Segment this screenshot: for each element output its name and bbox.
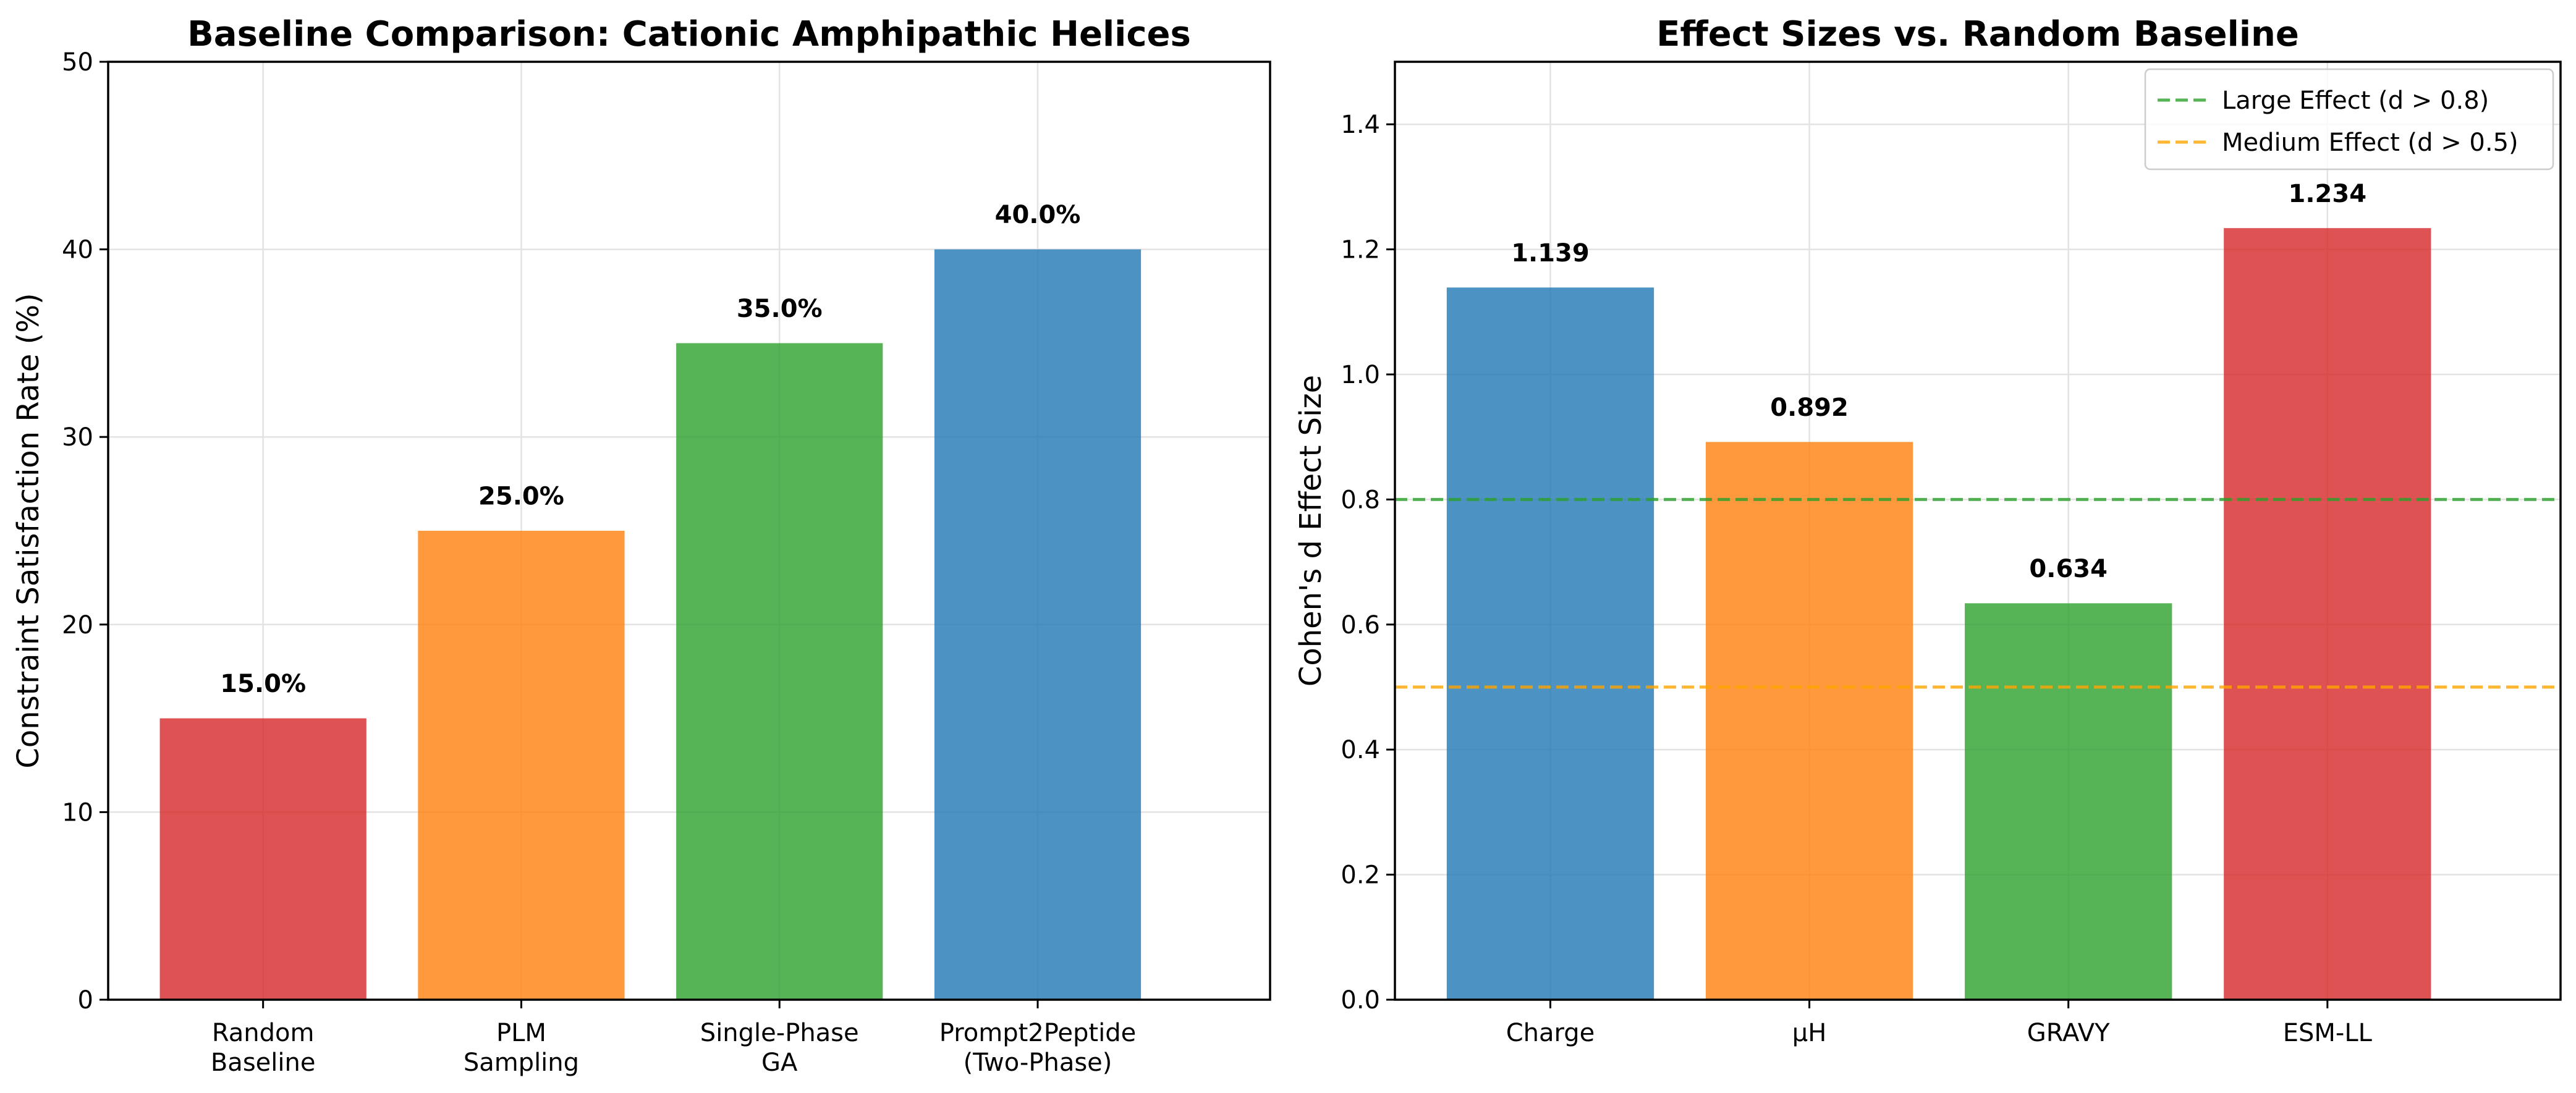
y-axis-label: Constraint Satisfaction Rate (%) (11, 293, 46, 768)
y-tick-label: 20 (62, 611, 93, 639)
x-tick-label: Prompt2Peptide (939, 1019, 1136, 1047)
chart-title: Effect Sizes vs. Random Baseline (1656, 14, 2299, 54)
bar-3 (676, 343, 883, 1000)
legend-box (2144, 68, 2554, 171)
y-tick-label: 1.4 (1341, 111, 1380, 139)
data-label: 25.0% (478, 483, 564, 511)
data-label: 15.0% (220, 670, 306, 698)
legend-entry: Large Effect (d > 0.8) (2222, 87, 2489, 115)
x-tick-label: PLM (496, 1019, 546, 1047)
axes-frame (107, 61, 1271, 1001)
bar-1 (159, 718, 366, 1000)
legend: Large Effect (d > 0.8) Medium Effect (d >… (2144, 68, 2554, 171)
x-tick-label: GRAVY (2027, 1019, 2110, 1047)
bar-4 (934, 249, 1142, 1000)
data-label: 0.892 (1770, 394, 1849, 422)
axes-frame (1394, 61, 2562, 1001)
bar-1 (1446, 287, 1654, 1000)
x-tick-label: Charge (1506, 1019, 1595, 1047)
x-tick-label: (Two-Phase) (964, 1049, 1112, 1077)
y-tick-label: 40 (62, 236, 93, 264)
chart-panel-1: 15.0%25.0%35.0%40.0%01020304050RandomBas… (11, 14, 1271, 1077)
y-tick-label: 1.0 (1341, 361, 1380, 389)
x-tick-label: Sampling (464, 1049, 579, 1077)
y-axis-label: Cohen's d Effect Size (1294, 375, 1328, 686)
bar-2 (1705, 442, 1913, 1000)
data-label: 0.634 (2029, 555, 2108, 583)
y-tick-label: 0.0 (1341, 986, 1380, 1015)
y-tick-label: 1.2 (1341, 236, 1380, 264)
y-tick-label: 10 (62, 798, 93, 827)
chart-panel-2: 1.139 0.892 0.634 1.234 0.0 0.2 0.4 0.6 0.8 1.0 1.… (1294, 14, 2562, 1047)
chart-title: Baseline Comparison: Cationic Amphipathi… (187, 14, 1191, 54)
y-tick-label: 0.2 (1341, 861, 1380, 890)
data-label: 40.0% (995, 201, 1081, 229)
y-tick-label: 0 (78, 986, 93, 1015)
y-tick-label: 0.4 (1341, 736, 1380, 764)
bar-4 (2224, 228, 2431, 1000)
x-tick-label: Random (212, 1019, 315, 1047)
data-label: 1.234 (2289, 180, 2367, 208)
y-tick-label: 0.6 (1341, 611, 1380, 639)
bar-2 (418, 531, 625, 1000)
x-tick-label: GA (761, 1049, 798, 1077)
y-tick-label: 30 (62, 423, 93, 452)
y-tick-label: 0.8 (1341, 486, 1380, 514)
data-label: 35.0% (737, 295, 823, 323)
legend-entry: Medium Effect (d > 0.5) (2222, 129, 2519, 157)
y-tick-label: 50 (62, 48, 93, 77)
x-tick-label: ESM-LL (2283, 1019, 2373, 1047)
data-label: 1.139 (1511, 239, 1590, 268)
bar-3 (1965, 603, 2172, 1000)
x-tick-label: Baseline (211, 1049, 316, 1077)
x-tick-label: Single-Phase (700, 1019, 859, 1047)
x-tick-label: μH (1792, 1019, 1827, 1047)
